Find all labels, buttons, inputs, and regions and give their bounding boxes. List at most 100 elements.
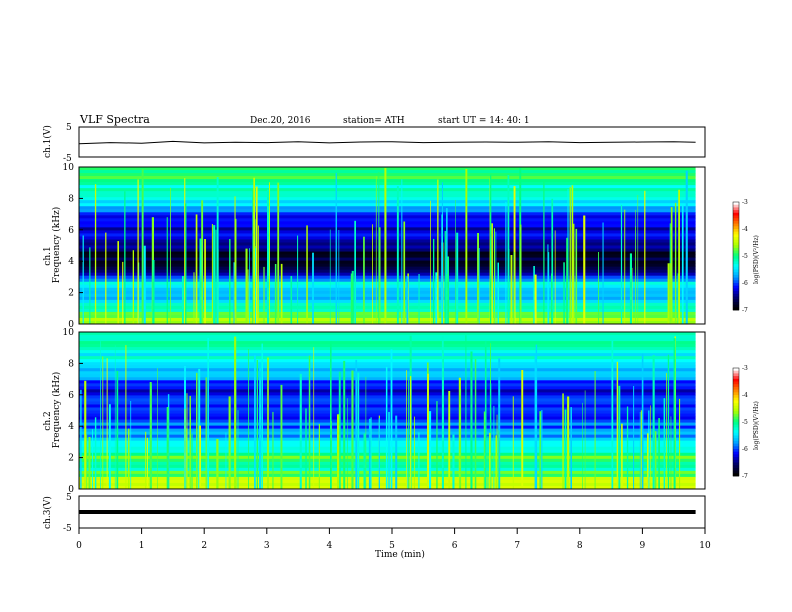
spectrogram-band: [79, 191, 696, 195]
sferic-streak: [543, 181, 545, 324]
colorbar-swatch: [733, 432, 739, 436]
spectrogram-ytick-label: 8: [68, 194, 74, 204]
sferic-streak: [306, 225, 308, 324]
sferic-streak: [363, 433, 366, 489]
sferic-streak: [267, 189, 270, 324]
sferic-streak: [637, 195, 639, 324]
ch3-ylabel: ch.3(V): [42, 496, 53, 529]
sferic-streak: [205, 377, 207, 489]
spectrogram-band: [79, 296, 696, 301]
sferic-streak: [184, 178, 186, 324]
sferic-streak: [195, 214, 198, 324]
sferic-streak: [280, 384, 283, 489]
sferic-streak: [533, 266, 535, 324]
spectrogram-band: [79, 206, 696, 210]
sferic-streak: [259, 362, 262, 489]
sferic-streak: [582, 402, 583, 489]
sferic-streak: [624, 209, 626, 324]
colorbar-swatch: [733, 274, 739, 278]
ch1-spectrogram-ylabel: Frequency (kHz): [51, 207, 62, 284]
sferic-streak: [228, 396, 231, 489]
colorbar-swatch: [733, 416, 739, 420]
sferic-streak: [191, 433, 193, 489]
sferic-streak: [141, 169, 144, 324]
sferic-streak: [184, 408, 186, 489]
sferic-streak: [105, 232, 107, 324]
sferic-streak: [406, 276, 409, 324]
spectrogram-band: [79, 203, 696, 207]
spectrogram-band: [79, 263, 696, 268]
sferic-streak: [237, 410, 239, 489]
sferic-streak: [446, 208, 448, 324]
sferic-streak: [186, 393, 188, 489]
sferic-streak: [351, 370, 354, 489]
ch1-spectrogram-panel: 0 2 4 6 8 10 ch.1 Frequency (kHz) -3 -4 -5 -6 -7 l…: [43, 163, 760, 330]
colorbar-swatch: [733, 245, 739, 249]
colorbar-swatch: [733, 299, 739, 303]
sferic-streak: [403, 221, 406, 324]
x-axis-label: Time (min): [375, 549, 425, 560]
sferic-streak: [355, 359, 358, 489]
sferic-streak: [299, 373, 302, 489]
sferic-streak: [626, 406, 629, 489]
colorbar-swatch: [733, 405, 739, 409]
sferic-streak: [667, 263, 670, 324]
spectrogram-ytick-label: 0: [68, 485, 74, 495]
colorbar-swatch: [733, 253, 739, 257]
spectrogram-band: [79, 281, 696, 286]
sferic-streak: [497, 262, 499, 324]
sferic-streak: [478, 248, 480, 324]
colorbar-swatch: [733, 419, 739, 423]
sferic-streak: [491, 223, 493, 324]
ch2-spectrogram-yticks: 0 2 4 6 8 10: [63, 328, 83, 495]
sferic-streak: [465, 335, 467, 489]
spectrogram-band: [79, 338, 696, 342]
colorbar-swatch: [733, 435, 739, 439]
ch2-spectrogram-frame: [78, 331, 706, 490]
time-tick-label: 1: [139, 541, 145, 551]
sferic-streak: [620, 204, 623, 324]
sferic-streak: [498, 430, 500, 489]
ch1-ytick-top: 5: [66, 123, 72, 133]
sferic-streak: [370, 417, 372, 489]
sferic-streak: [229, 239, 231, 324]
sferic-streak: [435, 272, 438, 324]
colorbar-swatch: [733, 307, 739, 311]
colorbar-swatch: [733, 280, 739, 284]
spectrogram-band: [79, 197, 696, 201]
colorbar-swatch: [733, 204, 739, 208]
sferic-streak: [670, 207, 673, 324]
sferic-streak: [583, 215, 586, 324]
spectrogram-band: [79, 302, 696, 307]
sferic-streak: [277, 182, 280, 324]
sferic-streak: [102, 356, 104, 489]
sferic-streak: [379, 227, 381, 324]
spectrogram-band: [79, 230, 696, 234]
sferic-streak: [446, 274, 448, 324]
sferic-streak: [216, 439, 219, 489]
spectrogram-band: [79, 275, 696, 280]
colorbar-swatch: [733, 440, 739, 444]
ch1-spectrogram-image: [79, 167, 705, 325]
spectrogram-band: [79, 287, 696, 292]
spectrogram-band: [79, 362, 696, 366]
sferic-streak: [189, 395, 191, 489]
sferic-streak: [132, 250, 134, 324]
spectrogram-band: [79, 209, 696, 213]
spectrogram-band: [79, 248, 696, 252]
sferic-streak: [312, 252, 314, 324]
sferic-streak: [498, 358, 501, 489]
spectrogram-band: [79, 257, 696, 261]
colorbar-tick-label: -3: [742, 365, 748, 372]
sferic-streak: [204, 239, 206, 324]
spectrogram-band: [79, 308, 696, 313]
colorbar-frame: [732, 367, 740, 477]
sferic-streak: [611, 340, 614, 489]
sferic-streak: [562, 393, 564, 489]
sferic-streak: [534, 274, 537, 324]
sferic-streak: [368, 418, 371, 489]
spectrogram-band: [79, 353, 696, 357]
time-axis-ticks: 0 1 2 3 4 5 6 7 8 9 10: [76, 528, 711, 551]
colorbar-swatch: [733, 392, 739, 396]
